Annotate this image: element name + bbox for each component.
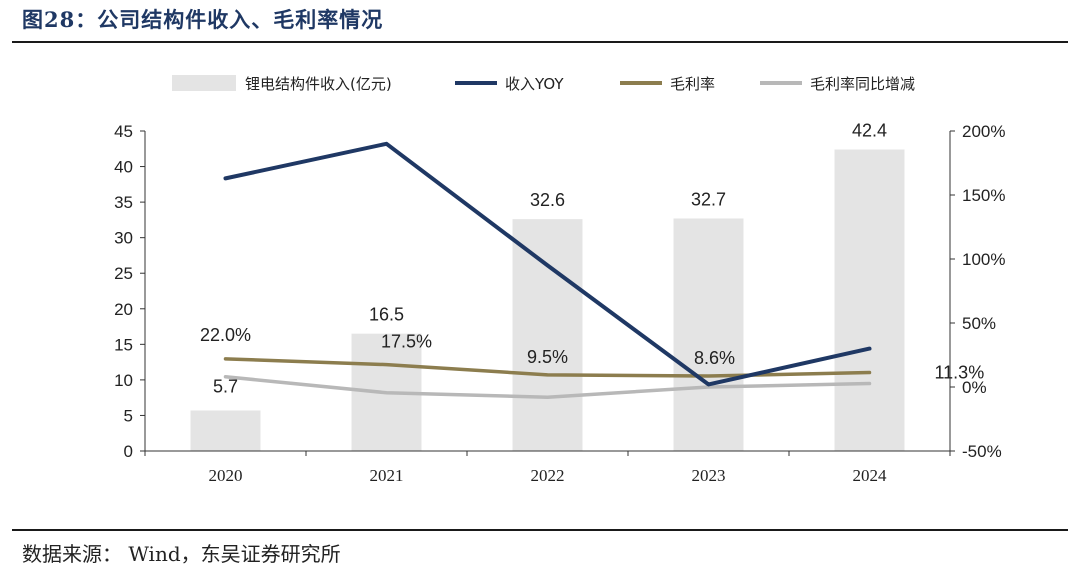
revenue-bar (834, 149, 905, 451)
series-line-1 (223, 141, 872, 387)
x-tick-label: 2022 (531, 466, 565, 485)
legend-swatch-1 (172, 75, 236, 91)
revenue-bar (512, 219, 583, 451)
source-note: 数据来源： Wind，东吴证券研究所 (22, 542, 341, 566)
margin-data-label: 22.0% (200, 325, 251, 345)
left-tick-label: 20 (114, 300, 133, 319)
right-tick-label: 100% (962, 250, 1005, 269)
margin-data-label: 9.5% (527, 347, 568, 367)
x-tick-label: 2021 (370, 466, 404, 485)
right-tick-label: -50% (962, 442, 1002, 461)
right-tick-label: 200% (962, 122, 1005, 141)
margin-data-label: 8.6% (694, 348, 735, 368)
margin-data-label: 11.3% (935, 363, 985, 383)
x-tick-label: 2023 (692, 466, 726, 485)
right-tick-label: 0% (962, 378, 987, 397)
left-tick-label: 30 (114, 229, 133, 248)
left-tick-label: 0 (124, 442, 133, 461)
bottom-rule (12, 529, 1068, 531)
left-tick-label: 15 (114, 335, 133, 354)
x-tick-label: 2024 (853, 466, 888, 485)
bar-data-label: 32.6 (530, 190, 565, 210)
legend-label-1: 锂电结构件收入(亿元) (245, 75, 392, 93)
margin-data-label: 17.5% (381, 332, 432, 352)
left-tick-label: 5 (124, 406, 133, 425)
figure-title: 图28：公司结构件收入、毛利率情况 (22, 7, 384, 32)
bar-data-label: 42.4 (852, 120, 887, 140)
left-tick-label: 25 (114, 264, 133, 283)
right-tick-label: 50% (962, 314, 996, 333)
top-rule (12, 41, 1068, 43)
legend-label-2: 收入YOY (505, 75, 564, 93)
right-tick-label: 150% (962, 186, 1005, 205)
legend-label-4: 毛利率同比增减 (810, 75, 915, 93)
series-line-3 (223, 375, 872, 399)
left-tick-label: 35 (114, 193, 133, 212)
legend-label-3: 毛利率 (670, 75, 715, 93)
combo-chart: 0 5 10 15 20 25 30 35 40 45 -50% 0% 50% 100% 150% 200% 2… (114, 75, 1005, 485)
left-tick-label: 45 (114, 122, 133, 141)
revenue-bar (190, 410, 261, 451)
left-tick-label: 40 (114, 158, 133, 177)
bar-data-label: 5.7 (213, 376, 238, 396)
series-line-2 (223, 357, 872, 378)
revenue-bar (673, 218, 744, 451)
left-tick-label: 10 (114, 371, 133, 390)
x-tick-label: 2020 (209, 466, 243, 485)
bar-data-label: 16.5 (369, 305, 404, 325)
bar-data-label: 32.7 (691, 189, 726, 209)
